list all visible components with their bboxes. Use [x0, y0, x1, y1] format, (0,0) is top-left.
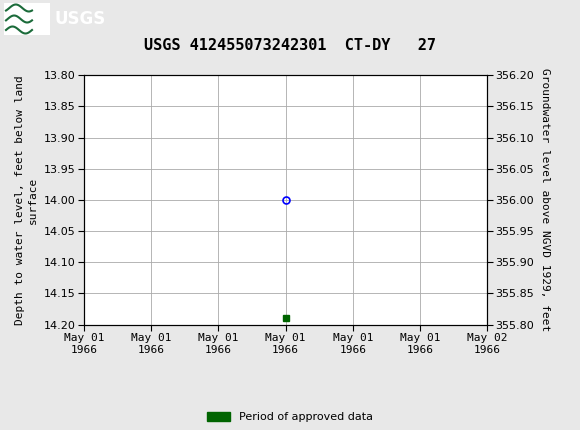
Legend: Period of approved data: Period of approved data	[208, 412, 372, 422]
Text: USGS: USGS	[54, 10, 105, 28]
FancyBboxPatch shape	[4, 3, 50, 35]
Y-axis label: Groundwater level above NGVD 1929, feet: Groundwater level above NGVD 1929, feet	[540, 68, 550, 332]
Text: USGS 412455073242301  CT-DY   27: USGS 412455073242301 CT-DY 27	[144, 38, 436, 52]
Y-axis label: Depth to water level, feet below land
surface: Depth to water level, feet below land su…	[15, 75, 38, 325]
